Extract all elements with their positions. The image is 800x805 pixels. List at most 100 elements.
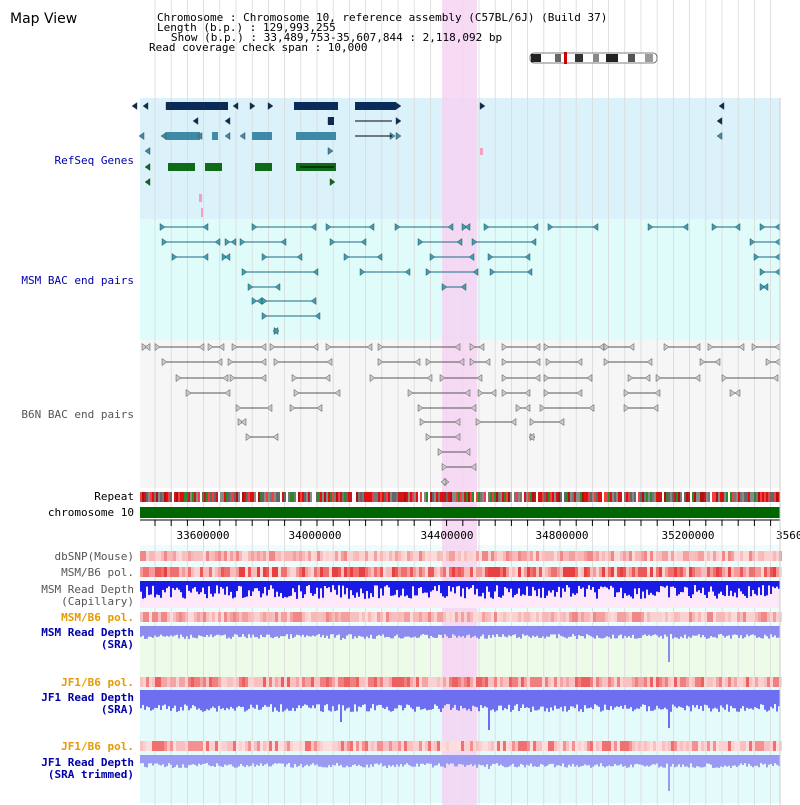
repeat-segment bbox=[640, 492, 642, 502]
repeat-segment bbox=[670, 492, 672, 502]
depth-bar bbox=[592, 690, 594, 710]
heat-cell bbox=[764, 567, 767, 577]
depth-bar bbox=[670, 581, 672, 587]
depth-bar bbox=[242, 626, 244, 635]
repeat-segment bbox=[684, 492, 686, 502]
depth-bar bbox=[502, 581, 504, 596]
heat-cell bbox=[182, 551, 185, 561]
depth-bar bbox=[514, 690, 516, 706]
depth-bar bbox=[628, 755, 630, 768]
heat-cell bbox=[584, 612, 587, 622]
depth-bar bbox=[336, 581, 338, 595]
depth-bar bbox=[568, 626, 570, 637]
repeat-segment bbox=[628, 492, 630, 502]
depth-bar bbox=[444, 626, 446, 635]
heat-cell bbox=[713, 551, 716, 561]
depth-bar bbox=[516, 690, 518, 705]
depth-bar bbox=[734, 581, 736, 593]
marker bbox=[199, 194, 202, 202]
depth-bar bbox=[358, 755, 360, 765]
depth-bar bbox=[436, 626, 438, 638]
selection-highlight[interactable] bbox=[442, 0, 477, 805]
depth-bar bbox=[436, 581, 438, 591]
depth-bar bbox=[182, 581, 184, 598]
depth-bar bbox=[630, 626, 632, 638]
repeat-segment bbox=[424, 492, 426, 502]
depth-bar bbox=[518, 690, 520, 712]
chromosome-ideogram[interactable] bbox=[529, 52, 658, 64]
strand-arrow-icon bbox=[404, 268, 411, 276]
depth-bar bbox=[236, 690, 238, 708]
b6n-bac-pairs[interactable] bbox=[141, 343, 781, 486]
repeat-segment bbox=[484, 492, 486, 502]
track-label-msm-bac[interactable]: MSM BAC end pairs bbox=[21, 274, 134, 287]
repeat-segment bbox=[464, 492, 466, 502]
depth-bar bbox=[726, 581, 728, 586]
depth-bar bbox=[298, 581, 300, 586]
depth-bar bbox=[574, 690, 576, 709]
heat-cell bbox=[464, 677, 467, 687]
repeat-segment bbox=[738, 492, 740, 502]
heat-cell bbox=[227, 567, 230, 577]
depth-bar bbox=[322, 626, 324, 636]
exon-block bbox=[168, 163, 195, 171]
heat-cell bbox=[569, 567, 572, 577]
heat-cell bbox=[452, 567, 455, 577]
chromosome-bar[interactable] bbox=[140, 507, 780, 518]
depth-bar bbox=[366, 626, 368, 637]
depth-bar bbox=[268, 755, 270, 767]
heat-cell bbox=[566, 677, 569, 687]
repeat-segment bbox=[234, 492, 236, 502]
depth-bar bbox=[238, 755, 240, 767]
heat-cell bbox=[587, 677, 590, 687]
depth-bar bbox=[482, 755, 484, 766]
msm-bac-pairs[interactable] bbox=[159, 223, 781, 335]
depth-bar bbox=[150, 581, 152, 595]
depth-bar bbox=[222, 755, 224, 768]
depth-bar bbox=[474, 690, 476, 707]
track-label-refseq[interactable]: RefSeq Genes bbox=[55, 154, 134, 167]
repeat-segment bbox=[558, 492, 560, 502]
heat-cell bbox=[461, 677, 464, 687]
depth-bar bbox=[690, 626, 692, 638]
heat-cell bbox=[605, 551, 608, 561]
depth-bar bbox=[266, 755, 268, 764]
coverage-tracks[interactable] bbox=[140, 551, 782, 791]
strand-arrow-icon bbox=[230, 238, 237, 246]
depth-bar bbox=[392, 755, 394, 766]
heat-cell bbox=[761, 612, 764, 622]
depth-bar bbox=[524, 755, 526, 768]
heat-cell bbox=[305, 567, 308, 577]
depth-bar bbox=[450, 626, 452, 638]
depth-bar bbox=[672, 626, 674, 639]
depth-bar bbox=[406, 581, 408, 596]
depth-bar bbox=[626, 581, 628, 596]
strand-arrow-icon bbox=[532, 223, 539, 231]
heat-cell bbox=[740, 741, 743, 751]
depth-bar bbox=[154, 581, 156, 598]
strand-arrow-icon bbox=[479, 102, 486, 110]
depth-bar bbox=[202, 690, 204, 712]
strand-arrow-icon bbox=[663, 343, 670, 351]
depth-bar bbox=[316, 755, 318, 765]
strand-arrow-icon bbox=[576, 358, 583, 366]
heat-cell bbox=[602, 612, 605, 622]
depth-bar bbox=[206, 755, 208, 764]
repeat-track[interactable] bbox=[140, 492, 780, 502]
heat-cell bbox=[350, 567, 353, 577]
depth-bar bbox=[412, 581, 414, 587]
heat-cell bbox=[545, 551, 548, 561]
depth-bar bbox=[502, 626, 504, 635]
heat-cell bbox=[455, 741, 458, 751]
depth-bar bbox=[586, 690, 588, 709]
refseq-genes[interactable] bbox=[131, 102, 725, 217]
repeat-segment bbox=[468, 492, 470, 502]
strand-arrow-icon bbox=[738, 343, 745, 351]
depth-bar bbox=[592, 755, 594, 767]
depth-bar bbox=[538, 626, 540, 638]
heat-cell bbox=[224, 741, 227, 751]
heat-cell bbox=[374, 551, 377, 561]
heat-cell bbox=[509, 677, 512, 687]
track-label-b6n-bac[interactable]: B6N BAC end pairs bbox=[21, 408, 134, 421]
